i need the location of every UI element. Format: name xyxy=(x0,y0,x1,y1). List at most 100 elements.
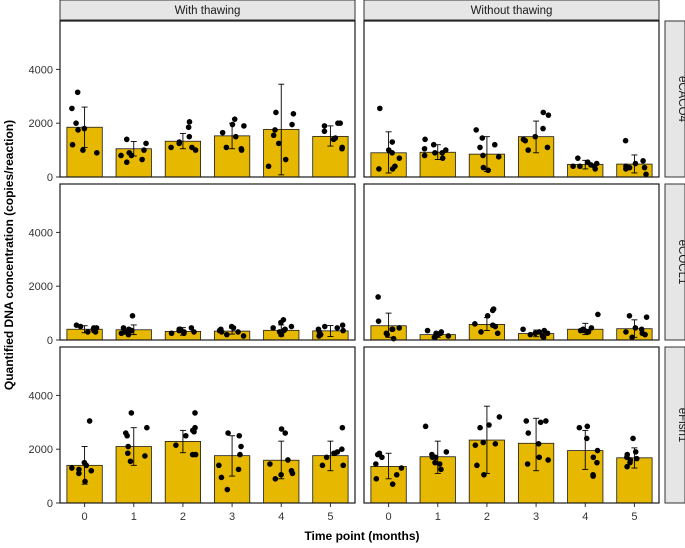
x-tick-label: 1 xyxy=(131,511,137,523)
data-point xyxy=(421,152,428,159)
data-point xyxy=(235,329,241,335)
data-point xyxy=(186,119,193,125)
data-point xyxy=(577,163,583,170)
data-point xyxy=(477,424,483,431)
data-point xyxy=(376,166,382,172)
data-point xyxy=(189,427,196,434)
data-point xyxy=(396,155,403,161)
data-point xyxy=(229,121,236,128)
data-point xyxy=(218,474,225,481)
data-point xyxy=(570,163,576,170)
data-point xyxy=(285,457,291,463)
data-point xyxy=(237,451,243,458)
data-point xyxy=(544,330,551,337)
data-point xyxy=(537,419,544,426)
data-point xyxy=(622,137,629,144)
x-tick-label: 5 xyxy=(631,511,637,523)
data-point xyxy=(219,129,226,136)
data-point xyxy=(339,446,345,453)
data-point xyxy=(94,149,100,156)
x-tick-label: 1 xyxy=(435,511,441,523)
panel-border xyxy=(363,183,660,341)
data-point xyxy=(479,135,486,141)
data-point xyxy=(377,105,383,112)
data-point xyxy=(123,159,130,166)
data-point xyxy=(168,144,174,151)
data-point xyxy=(270,132,277,139)
data-point xyxy=(429,454,436,461)
column-strip xyxy=(59,0,356,21)
data-point xyxy=(122,430,129,436)
data-point xyxy=(389,139,396,145)
data-point xyxy=(124,450,131,457)
data-point xyxy=(486,422,492,428)
data-point xyxy=(536,454,543,461)
data-point xyxy=(478,329,484,335)
data-point xyxy=(143,140,149,147)
data-point xyxy=(231,116,238,122)
data-point xyxy=(632,449,639,455)
data-point xyxy=(422,423,429,430)
data-point xyxy=(632,325,639,331)
panel-background xyxy=(60,21,355,177)
data-point xyxy=(290,110,297,117)
data-point xyxy=(76,466,82,473)
data-point xyxy=(595,311,601,318)
data-point xyxy=(80,147,86,153)
data-point xyxy=(321,323,328,330)
data-point xyxy=(83,462,90,469)
data-point xyxy=(577,327,584,334)
y-tick-label: 0 xyxy=(47,335,53,347)
data-point xyxy=(282,326,288,333)
data-point xyxy=(396,325,402,331)
data-point xyxy=(439,155,446,161)
column-strip-label: Without thawing xyxy=(471,5,553,17)
x-tick-label: 4 xyxy=(278,511,284,523)
data-point xyxy=(544,144,551,151)
x-tick-label: 2 xyxy=(484,511,490,523)
data-point xyxy=(278,471,284,478)
data-point xyxy=(525,147,532,153)
data-point xyxy=(594,447,601,454)
data-point xyxy=(270,325,276,331)
x-tick-label: 3 xyxy=(229,511,235,523)
data-point xyxy=(484,312,491,319)
data-point xyxy=(316,333,322,339)
data-point xyxy=(623,329,629,335)
row-strip-label: eCOCL1 xyxy=(676,240,685,285)
data-point xyxy=(639,330,646,337)
x-tick-label: 4 xyxy=(582,511,588,523)
data-point xyxy=(125,443,131,450)
data-point xyxy=(393,471,400,478)
data-point xyxy=(588,325,595,331)
data-point xyxy=(273,109,279,116)
data-point xyxy=(69,141,76,148)
data-point xyxy=(626,312,633,319)
data-point xyxy=(496,414,503,420)
data-point xyxy=(123,136,130,143)
data-point xyxy=(118,330,125,337)
data-point xyxy=(472,321,478,327)
data-point xyxy=(323,454,330,461)
data-point xyxy=(128,410,135,416)
data-point xyxy=(373,475,380,482)
data-point xyxy=(592,166,599,172)
y-tick-label: 4000 xyxy=(29,64,53,76)
data-point xyxy=(319,462,326,469)
data-point xyxy=(540,334,547,341)
data-point xyxy=(630,435,636,442)
data-point xyxy=(421,145,428,152)
data-point xyxy=(536,329,543,335)
data-point xyxy=(85,329,91,335)
data-point xyxy=(584,159,591,166)
data-point xyxy=(590,473,596,479)
data-point xyxy=(375,318,382,324)
row-strip xyxy=(664,346,685,504)
data-point xyxy=(81,125,88,132)
data-point xyxy=(186,133,193,140)
panel-background xyxy=(364,21,659,177)
data-point xyxy=(643,171,649,178)
data-point xyxy=(632,160,639,167)
data-point xyxy=(236,432,243,439)
data-point xyxy=(575,155,581,161)
